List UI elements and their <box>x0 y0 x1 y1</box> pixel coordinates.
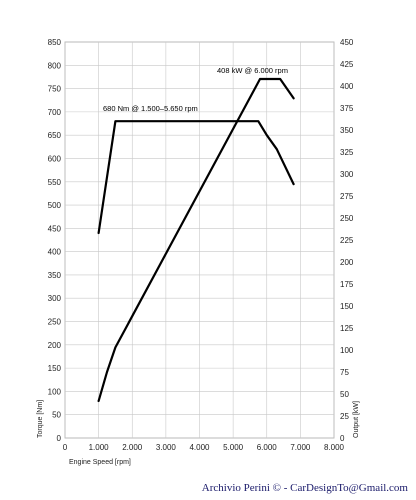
y-right-tick-label: 325 <box>340 148 354 157</box>
y-axis-title-right: Output [kW] <box>353 401 360 438</box>
y-right-tick-label: 275 <box>340 192 354 201</box>
y-right-tick-label: 125 <box>340 324 354 333</box>
y-right-tick-label: 200 <box>340 258 354 267</box>
y-left-tick-label: 750 <box>48 85 62 94</box>
series-lines <box>97 77 295 403</box>
power-curve <box>97 77 295 403</box>
y-left-tick-label: 350 <box>48 271 62 280</box>
annotation-torque: 680 Nm @ 1.500–5.650 rpm <box>103 104 198 113</box>
y-left-tick-label: 800 <box>48 61 62 70</box>
grid <box>64 41 335 439</box>
y-left-tick-label: 700 <box>48 108 62 117</box>
y-left-tick-label: 650 <box>48 131 62 140</box>
y-right-tick-label: 375 <box>340 104 354 113</box>
y-left-tick-label: 300 <box>48 294 62 303</box>
y-left-tick-label: 100 <box>48 387 62 396</box>
y-left-tick-label: 850 <box>48 38 62 47</box>
x-tick-label: 1.000 <box>89 443 110 452</box>
y-axis-title-left: Torque [Nm] <box>37 400 44 438</box>
y-left-tick-label: 400 <box>48 248 62 257</box>
y-left-tick-label: 600 <box>48 154 62 163</box>
y-right-tick-label: 300 <box>340 170 354 179</box>
y-right-tick-label: 400 <box>340 82 354 91</box>
y-right-tick-label: 425 <box>340 60 354 69</box>
y-right-tick-label: 75 <box>340 368 349 377</box>
x-tick-label: 0 <box>63 443 68 452</box>
y-left-tick-label: 250 <box>48 318 62 327</box>
x-tick-label: 7.000 <box>290 443 311 452</box>
y-right-tick-label: 225 <box>340 236 354 245</box>
y-left-tick-label: 50 <box>52 411 61 420</box>
y-right-tick-label: 25 <box>340 412 349 421</box>
torque-curve <box>97 120 295 235</box>
y-right-tick-label: 0 <box>340 434 345 443</box>
tick-labels: 0 1.000 2.000 3.000 4.000 5.000 6.000 7.000 8.00… <box>48 38 354 452</box>
y-left-tick-label: 500 <box>48 201 62 210</box>
x-axis-title: Engine Speed [rpm] <box>69 459 131 466</box>
y-right-tick-label: 350 <box>340 126 354 135</box>
annotation-power: 408 kW @ 6.000 rpm <box>217 66 288 75</box>
y-right-tick-label: 150 <box>340 302 354 311</box>
x-tick-label: 5.000 <box>223 443 244 452</box>
x-tick-label: 4.000 <box>189 443 210 452</box>
y-right-tick-label: 250 <box>340 214 354 223</box>
x-tick-label: 8.000 <box>324 443 345 452</box>
y-left-tick-label: 0 <box>57 434 62 443</box>
y-right-tick-label: 450 <box>340 38 354 47</box>
x-tick-label: 3.000 <box>156 443 177 452</box>
y-right-tick-label: 50 <box>340 390 349 399</box>
x-tick-label: 2.000 <box>122 443 143 452</box>
source-credit: Archivio Perini © - CarDesignTo@Gmail.co… <box>201 482 408 494</box>
y-right-tick-label: 100 <box>340 346 354 355</box>
y-left-tick-label: 150 <box>48 364 62 373</box>
y-left-tick-label: 450 <box>48 224 62 233</box>
y-left-tick-label: 550 <box>48 178 62 187</box>
x-tick-label: 6.000 <box>257 443 278 452</box>
y-left-tick-label: 200 <box>48 341 62 350</box>
y-right-tick-label: 175 <box>340 280 354 289</box>
